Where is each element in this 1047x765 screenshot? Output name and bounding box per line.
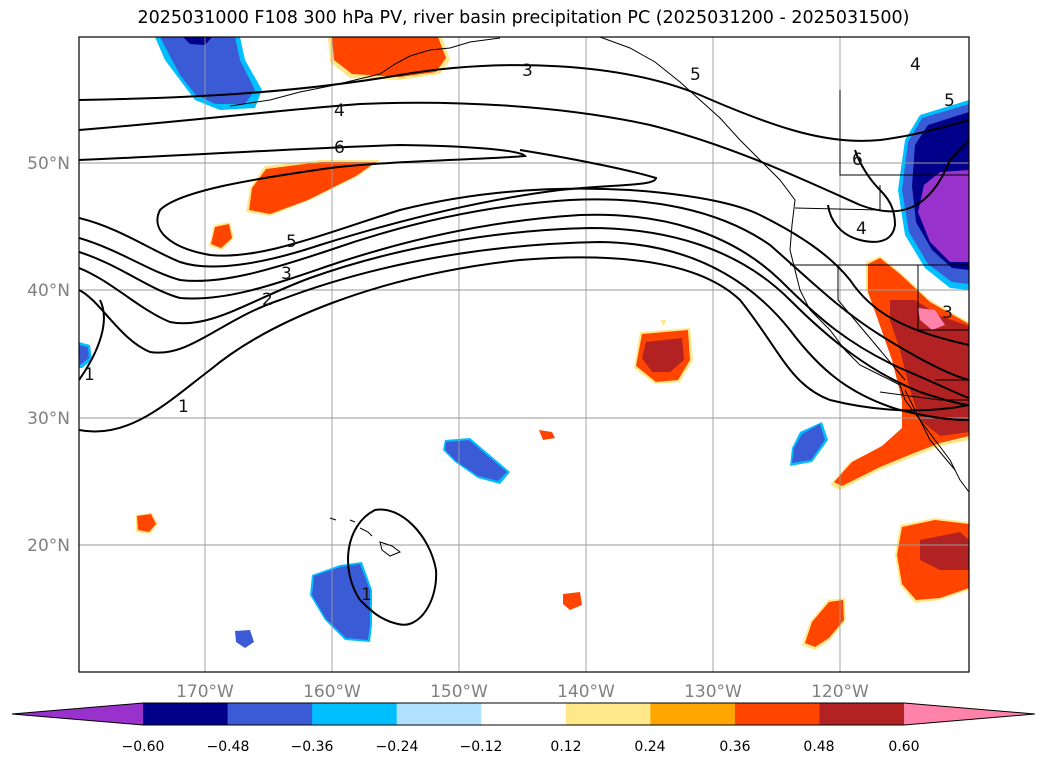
- contour-label: 4: [856, 219, 867, 239]
- contour-label: 1: [178, 397, 189, 417]
- colorbar-tick-label: 0.48: [803, 739, 834, 755]
- contour-label: 2: [262, 290, 273, 310]
- colorbar-segment: [227, 703, 313, 725]
- colorbar-segment: [312, 703, 398, 725]
- contour-label: 3: [281, 264, 292, 284]
- contour-label: 1: [84, 365, 95, 385]
- contour-label: 5: [286, 232, 297, 252]
- colorbar-tick-label: −0.60: [122, 739, 165, 755]
- lon-label: 160°W: [303, 682, 361, 702]
- contour-label: 6: [334, 138, 345, 158]
- colorbar-segment: [396, 703, 482, 725]
- lon-label: 120°W: [811, 682, 869, 702]
- map-plot-area: 3 4 5 4 5 6 5 3 2 1 1 6 4 1 3: [79, 37, 969, 672]
- map-frame: [78, 36, 970, 673]
- colorbar-outline: [11, 702, 1036, 726]
- colorbar-tick-label: 0.12: [550, 739, 581, 755]
- colorbar-tick-label: −0.24: [376, 739, 419, 755]
- contour-label: 4: [910, 55, 921, 75]
- contour-label: 5: [944, 91, 955, 111]
- longitude-labels: 170°W 160°W 150°W 140°W 130°W 120°W: [176, 682, 869, 702]
- lat-label: 40°N: [27, 281, 70, 301]
- colorbar-segment: [143, 703, 229, 725]
- contour-label: 3: [522, 61, 533, 81]
- contour-label: 4: [334, 101, 345, 121]
- colorbar-segment: [819, 703, 905, 725]
- lon-label: 170°W: [176, 682, 234, 702]
- colorbar-extend-max: [904, 703, 1035, 725]
- colorbar-segment: [734, 703, 820, 725]
- contour-label: 3: [942, 303, 953, 323]
- colorbar-tick-label: −0.36: [291, 739, 334, 755]
- map-title: 2025031000 F108 300 hPa PV, river basin …: [137, 8, 910, 28]
- negative-anomaly-region: [160, 37, 255, 104]
- pv-contours: [79, 64, 969, 626]
- colorbar-segment: [481, 703, 567, 725]
- colorbar-extend-min: [12, 703, 143, 725]
- lat-label: 20°N: [27, 536, 70, 556]
- lon-label: 140°W: [557, 682, 615, 702]
- contour-label: 6: [852, 150, 863, 170]
- colorbar-segment: [565, 703, 651, 725]
- lat-label: 50°N: [27, 154, 70, 174]
- latitude-labels: 50°N 40°N 30°N 20°N: [27, 154, 70, 556]
- colorbar-ticks: −0.60 −0.48 −0.36 −0.24 −0.12 0.12 0.24 …: [122, 739, 920, 755]
- colorbar-tick-label: 0.24: [634, 739, 665, 755]
- lon-label: 130°W: [684, 682, 742, 702]
- contour-labels: 3 4 5 4 5 6 5 3 2 1 1 6 4 1 3: [84, 55, 955, 605]
- colorbar-segment: [650, 703, 736, 725]
- colorbar: [11, 702, 1036, 726]
- colorbar-tick-label: 0.36: [719, 739, 750, 755]
- contour-label: 5: [690, 65, 701, 85]
- positive-anomaly-region: [332, 37, 446, 77]
- contour-label: 1: [361, 585, 372, 605]
- colorbar-tick-label: −0.48: [207, 739, 250, 755]
- colorbar-tick-label: −0.12: [460, 739, 503, 755]
- lat-label: 30°N: [27, 409, 70, 429]
- colorbar-tick-label: 0.60: [888, 739, 919, 755]
- lon-label: 150°W: [430, 682, 488, 702]
